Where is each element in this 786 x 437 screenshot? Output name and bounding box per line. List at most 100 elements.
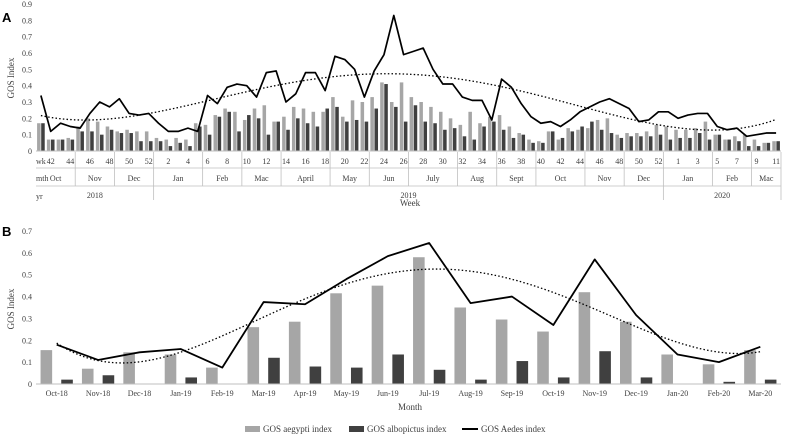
- chart-a-ylabel: GOS Index: [6, 57, 16, 98]
- week-tick-label: 40: [537, 157, 545, 166]
- bar-albopictus: [697, 133, 702, 151]
- bar-albopictus: [433, 369, 446, 384]
- bar-aegypti: [438, 111, 443, 151]
- bar-albopictus: [403, 121, 408, 151]
- bar-aegypti: [76, 126, 80, 151]
- bar-aegypti: [340, 116, 345, 151]
- bar-albopictus: [168, 146, 173, 151]
- month-label: Sept: [509, 174, 524, 183]
- y-tick-label: 0.5: [22, 65, 32, 74]
- bar-albopictus: [756, 146, 761, 151]
- bar-albopictus: [433, 123, 437, 151]
- bar-aegypti: [40, 350, 53, 384]
- week-tick-label: 11: [772, 157, 780, 166]
- week-tick-label: 16: [302, 157, 310, 166]
- week-tick-label: 18: [321, 157, 329, 166]
- bar-albopictus: [100, 134, 104, 151]
- bar-albopictus: [149, 141, 153, 151]
- chart-b-bars: [40, 257, 777, 384]
- bar-albopictus: [550, 131, 555, 151]
- x-tick-label: Apr-19: [294, 389, 317, 398]
- y-tick-label: 0.3: [22, 98, 32, 107]
- bar-aegypti: [619, 321, 632, 384]
- bar-albopictus: [516, 361, 529, 384]
- bar-aegypti: [468, 111, 472, 151]
- bar-albopictus: [374, 108, 379, 151]
- bar-aegypti: [193, 123, 198, 151]
- y-tick-label: 0.2: [22, 114, 32, 123]
- bar-aegypti: [203, 124, 208, 151]
- bar-albopictus: [590, 121, 594, 151]
- y-tick-label: 0.3: [22, 314, 32, 323]
- bar-albopictus: [309, 366, 322, 384]
- bar-albopictus: [541, 142, 545, 151]
- bar-aegypti: [419, 102, 423, 151]
- bar-aegypti: [360, 102, 365, 151]
- bar-albopictus: [482, 126, 486, 151]
- bar-aegypti: [321, 111, 325, 151]
- bar-aegypti: [272, 121, 276, 151]
- bar-aegypti: [693, 128, 698, 151]
- chart-b-xlabel: Month: [398, 402, 423, 412]
- bar-aegypti: [635, 133, 639, 151]
- bar-aegypti: [625, 133, 629, 151]
- bar-aegypti: [537, 331, 549, 384]
- bar-aegypti: [86, 118, 90, 151]
- y-tick-label: 0.7: [22, 227, 32, 236]
- month-label: Feb: [726, 174, 738, 183]
- bar-albopictus: [658, 134, 663, 151]
- month-label: Jan: [683, 174, 694, 183]
- bar-albopictus: [640, 377, 653, 384]
- bar-aegypti: [497, 115, 502, 151]
- week-tick-label: 12: [262, 157, 270, 166]
- bar-aegypti: [429, 106, 433, 151]
- bar-aegypti: [288, 321, 301, 384]
- bar-albopictus: [472, 139, 477, 151]
- bar-albopictus: [119, 133, 124, 151]
- x-tick-label: Dec-19: [624, 389, 648, 398]
- bar-aegypti: [409, 97, 414, 151]
- bar-albopictus: [560, 137, 565, 151]
- week-tick-label: 44: [66, 157, 74, 166]
- bar-aegypti: [380, 82, 384, 151]
- y-tick-label: 0.5: [22, 271, 32, 280]
- month-label: Mac: [254, 174, 269, 183]
- bar-aegypti: [174, 137, 178, 151]
- bar-aegypti: [762, 142, 767, 151]
- bar-albopictus: [345, 121, 349, 151]
- week-tick-label: 22: [360, 157, 368, 166]
- week-tick-label: 48: [615, 157, 623, 166]
- week-tick-label: 42: [47, 157, 55, 166]
- bar-aegypti: [81, 368, 94, 384]
- bar-albopictus: [350, 367, 363, 384]
- week-tick-label: 6: [206, 157, 210, 166]
- bar-albopictus: [129, 133, 133, 151]
- chart-b: B GOS Index 0 0.1 0.2 0.3 0.4 0.5 0.6 0.7 Oct-18…: [2, 224, 781, 412]
- month-label: Feb: [216, 174, 228, 183]
- y-tick-label: 0: [28, 380, 32, 389]
- bar-albopictus: [511, 137, 516, 151]
- month-label: May: [342, 174, 357, 183]
- bar-albopictus: [185, 377, 198, 384]
- bar-albopictus: [384, 84, 388, 151]
- bar-aegypti: [517, 133, 521, 151]
- week-tick-label: 42: [556, 157, 564, 166]
- x-tick-label: Jan-20: [667, 389, 688, 398]
- week-tick-label: 50: [635, 157, 643, 166]
- chart-b-ylabel: GOS Index: [6, 288, 16, 329]
- line-aedes: [56, 242, 761, 369]
- week-tick-label: 9: [754, 157, 758, 166]
- y-tick-label: 0.4: [22, 82, 32, 91]
- bar-albopictus: [266, 134, 271, 151]
- bar-aegypti: [487, 116, 492, 151]
- bar-albopictus: [41, 123, 45, 151]
- bar-albopictus: [315, 126, 320, 151]
- bar-aegypti: [703, 121, 708, 151]
- y-tick-label: 0.7: [22, 33, 32, 42]
- x-tick-label: Mar-20: [748, 389, 772, 398]
- bar-aegypti: [46, 139, 51, 151]
- bar-albopictus: [90, 131, 94, 151]
- y-tick-label: 0.4: [22, 293, 32, 302]
- bar-aegypti: [123, 352, 135, 384]
